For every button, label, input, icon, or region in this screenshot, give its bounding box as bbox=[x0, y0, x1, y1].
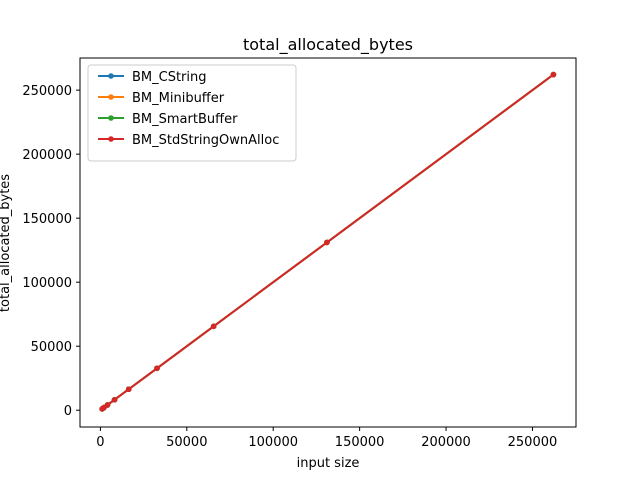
y-axis-label: total_allocated_bytes bbox=[0, 174, 13, 312]
y-axis: 0 50000 100000 150000 200000 250000 bbox=[22, 84, 80, 419]
data-point-bm-stdstringownalloc bbox=[210, 323, 217, 330]
data-point-bm-stdstringownalloc bbox=[550, 71, 557, 78]
legend-marker bbox=[108, 136, 114, 142]
legend-label: BM_CString bbox=[132, 70, 207, 85]
legend-marker bbox=[108, 115, 114, 121]
legend-box bbox=[87, 64, 297, 162]
data-point-bm-stdstringownalloc bbox=[125, 386, 132, 393]
plot-frame bbox=[79, 57, 577, 428]
legend-label: BM_StdStringOwnAlloc bbox=[132, 133, 279, 148]
x-tick-label: 50000 bbox=[166, 435, 207, 450]
x-tick-label: 250000 bbox=[508, 435, 558, 450]
y-tick-label: 250000 bbox=[22, 84, 72, 99]
x-axis-label: input size bbox=[297, 456, 360, 471]
x-tick-label: 0 bbox=[96, 435, 104, 450]
y-tick-label: 0 bbox=[64, 404, 72, 419]
x-tick-label: 100000 bbox=[248, 435, 298, 450]
chart-title: total_allocated_bytes bbox=[243, 35, 413, 55]
y-tick-label: 100000 bbox=[22, 276, 72, 291]
y-tick-label: 200000 bbox=[22, 148, 72, 163]
data-point-bm-stdstringownalloc bbox=[104, 402, 111, 408]
y-tick-label: 50000 bbox=[31, 340, 72, 355]
data-point-bm-stdstringownalloc bbox=[324, 239, 330, 246]
legend-label: BM_SmartBuffer bbox=[132, 112, 238, 127]
data-point-bm-stdstringownalloc bbox=[154, 365, 160, 372]
legend-marker bbox=[108, 73, 114, 79]
x-tick-label: 200000 bbox=[421, 435, 471, 450]
y-tick-label: 150000 bbox=[22, 212, 72, 227]
legend: BM_CString BM_Minibuffer BM_SmartBuffer BM_… bbox=[87, 64, 297, 162]
legend-marker bbox=[108, 94, 114, 100]
data-point-bm-stdstringownalloc bbox=[111, 396, 118, 403]
x-axis: 0 50000 100000 150000 200000 250000 bbox=[96, 427, 557, 450]
legend-label: BM_Minibuffer bbox=[132, 91, 225, 106]
x-tick-label: 150000 bbox=[335, 435, 385, 450]
plot-lines bbox=[99, 71, 557, 412]
